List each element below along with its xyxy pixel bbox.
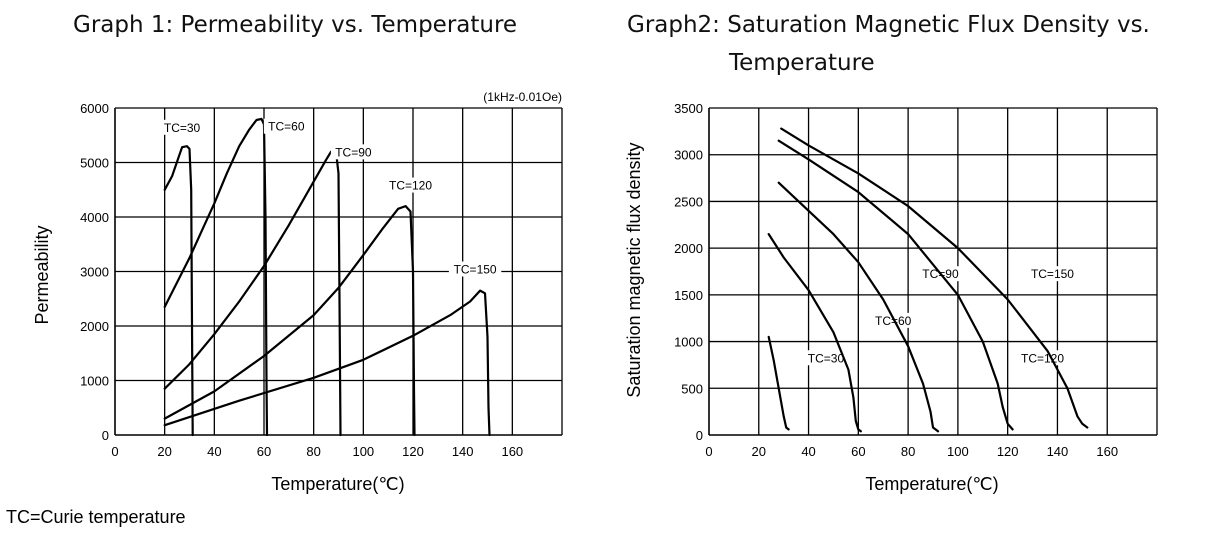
series-line-tc-60 bbox=[767, 233, 862, 433]
y-tick-label: 0 bbox=[696, 428, 703, 443]
series-line-tc-120 bbox=[163, 205, 416, 437]
y-tick-label: 1000 bbox=[674, 335, 703, 350]
x-tick-label: 40 bbox=[801, 444, 815, 459]
x-tick-label: 160 bbox=[501, 444, 523, 459]
series-label-background bbox=[384, 177, 437, 193]
x-tick-label: 0 bbox=[705, 444, 712, 459]
series-label: TC=120 bbox=[389, 179, 432, 193]
y-tick-label: 500 bbox=[681, 381, 703, 396]
x-tick-label: 160 bbox=[1096, 444, 1118, 459]
x-tick-label: 60 bbox=[851, 444, 865, 459]
y-axis-label: Saturation magnetic flux density bbox=[624, 142, 644, 397]
series-line-tc-30 bbox=[163, 145, 194, 437]
graph2-title-line1: Graph2: Saturation Magnetic Flux Density… bbox=[627, 12, 1150, 38]
series-line-tc-120 bbox=[777, 139, 1014, 431]
series-label: TC=90 bbox=[335, 145, 372, 159]
x-axis-label: Temperature(℃) bbox=[271, 474, 404, 494]
series-label-background bbox=[1016, 350, 1069, 366]
footnote: TC=Curie temperature bbox=[6, 507, 186, 527]
x-tick-label: 80 bbox=[306, 444, 320, 459]
series-label: TC=30 bbox=[808, 351, 845, 365]
x-axis-label: Temperature(℃) bbox=[865, 474, 998, 494]
graph1-title: Graph 1: Permeability vs. Temperature bbox=[73, 12, 518, 38]
x-tick-label: 80 bbox=[901, 444, 915, 459]
series-line-tc-150 bbox=[163, 289, 491, 437]
x-tick-label: 100 bbox=[352, 444, 374, 459]
series-label: TC=150 bbox=[1031, 267, 1074, 281]
y-tick-label: 6000 bbox=[80, 101, 109, 116]
y-tick-label: 2000 bbox=[80, 319, 109, 334]
graph2-title-line2: Temperature bbox=[729, 50, 875, 76]
y-tick-label: 3000 bbox=[674, 148, 703, 163]
series-line-tc-30 bbox=[767, 335, 790, 431]
series-label-background bbox=[1026, 266, 1079, 282]
series-line-tc-90 bbox=[163, 150, 342, 437]
y-tick-label: 3500 bbox=[674, 101, 703, 116]
x-tick-label: 120 bbox=[997, 444, 1019, 459]
series-label: TC=120 bbox=[1021, 351, 1064, 365]
series-label-background bbox=[330, 144, 376, 160]
series-line-tc-60 bbox=[163, 117, 269, 437]
x-tick-label: 60 bbox=[257, 444, 271, 459]
series-line-tc-150 bbox=[780, 127, 1089, 429]
y-tick-label: 2500 bbox=[674, 194, 703, 209]
y-tick-label: 4000 bbox=[80, 210, 109, 225]
x-tick-label: 20 bbox=[752, 444, 766, 459]
series-label: TC=150 bbox=[454, 263, 497, 277]
x-tick-label: 140 bbox=[452, 444, 474, 459]
series-label: TC=60 bbox=[875, 314, 912, 328]
series-line-tc-90 bbox=[777, 181, 940, 433]
series-label-background bbox=[448, 261, 502, 277]
x-tick-label: 20 bbox=[157, 444, 171, 459]
x-tick-label: 0 bbox=[111, 444, 118, 459]
series-label: TC=60 bbox=[268, 120, 305, 134]
y-tick-label: 1000 bbox=[80, 374, 109, 389]
y-tick-label: 1500 bbox=[674, 288, 703, 303]
series-label-background bbox=[263, 118, 309, 134]
series-label: TC=30 bbox=[164, 121, 201, 135]
x-tick-label: 140 bbox=[1047, 444, 1069, 459]
x-tick-label: 120 bbox=[402, 444, 424, 459]
series-label-background bbox=[803, 350, 849, 366]
y-tick-label: 2000 bbox=[674, 241, 703, 256]
y-tick-label: 3000 bbox=[80, 265, 109, 280]
series-label-background bbox=[159, 119, 205, 135]
y-axis-label: Permeability bbox=[32, 225, 52, 324]
x-tick-label: 100 bbox=[947, 444, 969, 459]
x-tick-label: 40 bbox=[207, 444, 221, 459]
y-tick-label: 5000 bbox=[80, 156, 109, 171]
y-tick-label: 0 bbox=[102, 428, 109, 443]
measurement-condition-note: (1kHz-0.01Oe) bbox=[483, 90, 562, 104]
